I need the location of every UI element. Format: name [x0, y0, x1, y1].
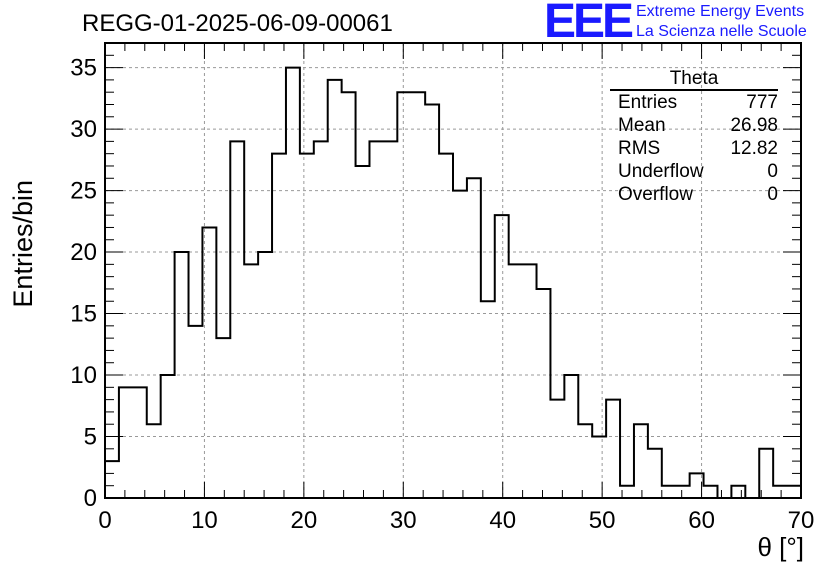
y-tick-label: 0 [84, 485, 97, 512]
stats-row-underflow: Underflow 0 [610, 160, 778, 183]
stats-overflow-label: Overflow [618, 184, 693, 205]
x-tick-label: 60 [688, 507, 715, 534]
y-tick-label: 10 [70, 362, 97, 389]
stats-underflow-value: 0 [767, 161, 778, 182]
plot-frame [104, 42, 802, 499]
stats-row-mean: Mean 26.98 [610, 114, 778, 137]
logo-caption-line1: Extreme Energy Events [636, 3, 805, 20]
y-tick-label: 25 [70, 178, 97, 205]
axis-ticks [104, 42, 802, 499]
x-tick-label: 40 [489, 507, 516, 534]
stats-title: Theta [610, 68, 778, 91]
stats-entries-value: 777 [746, 92, 778, 113]
x-tick-label: 70 [788, 507, 815, 534]
stats-rms-value: 12.82 [730, 138, 778, 159]
y-axis-label: Entries/bin [8, 180, 38, 308]
stats-row-overflow: Overflow 0 [610, 183, 778, 206]
y-tick-label: 30 [70, 116, 97, 143]
x-tick-label: 50 [589, 507, 616, 534]
logo-caption: Extreme Energy Events La Scienza nelle S… [636, 2, 807, 42]
y-tick-label: 15 [70, 301, 97, 328]
stats-box: Theta Entries 777 Mean 26.98 RMS 12.82 U… [610, 68, 778, 206]
stats-entries-label: Entries [618, 92, 678, 113]
tick-labels: 0 10 20 30 40 50 60 70 0 5 10 15 20 25 30 35 [70, 55, 814, 534]
stats-rms-label: RMS [618, 138, 661, 159]
logo-caption-line2: La Scienza nelle Scuole [636, 23, 807, 40]
stats-row-entries: Entries 777 [610, 91, 778, 114]
x-tick-label: 30 [390, 507, 417, 534]
histogram-step-line [104, 66, 802, 499]
y-tick-label: 5 [84, 424, 97, 451]
x-tick-label: 20 [291, 507, 318, 534]
stats-overflow-value: 0 [767, 184, 778, 205]
stats-mean-label: Mean [618, 115, 666, 136]
stats-row-rms: RMS 12.82 [610, 137, 778, 160]
chart-title: REGG-01-2025-06-09-00061 [82, 10, 393, 37]
stats-underflow-label: Underflow [618, 161, 704, 182]
y-tick-label: 35 [70, 55, 97, 82]
eee-logo: EEE [544, 0, 634, 48]
stats-mean-value: 26.98 [730, 115, 778, 136]
x-tick-label: 10 [191, 507, 218, 534]
x-tick-label: 0 [98, 507, 111, 534]
y-tick-label: 20 [70, 239, 97, 266]
x-axis-label: θ [°] [757, 532, 804, 562]
